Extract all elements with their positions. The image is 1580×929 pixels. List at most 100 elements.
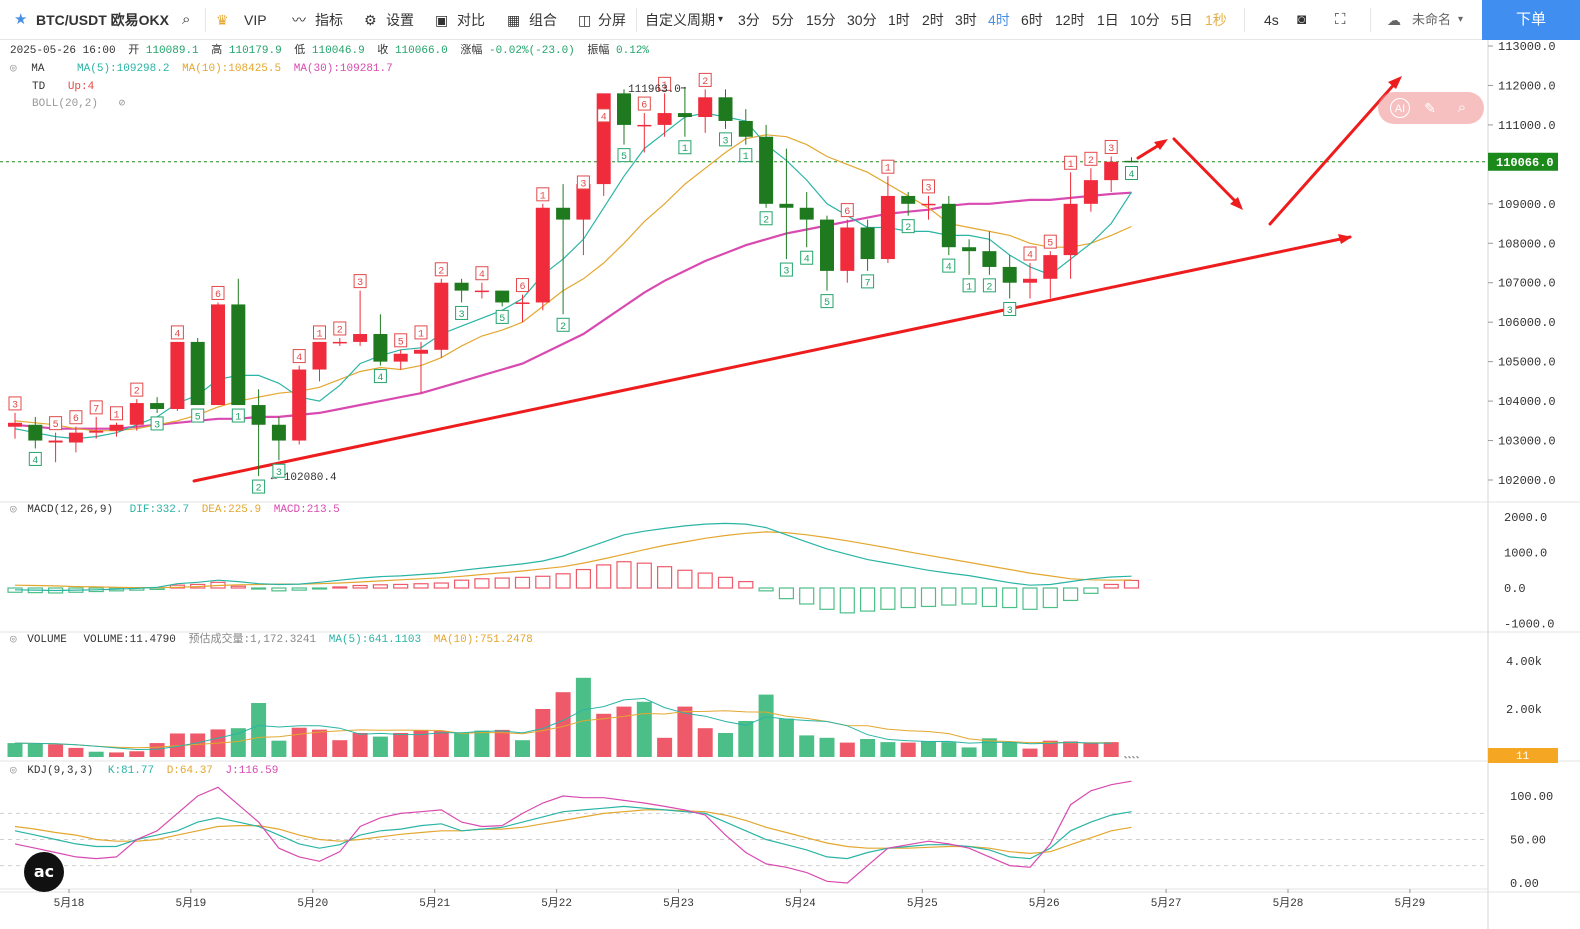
td-label-box [495,309,509,324]
period-2h[interactable]: 2时 [922,12,944,28]
toolbar-divider [1244,8,1245,32]
td-label-box [252,479,266,494]
period-3h[interactable]: 3时 [955,12,977,28]
period-5d[interactable]: 5日 [1171,12,1193,28]
indicators-button[interactable]: 指标 [315,12,343,28]
period-12h[interactable]: 12时 [1055,12,1085,28]
period-15m[interactable]: 15分 [806,12,836,28]
volume-bar [778,718,794,757]
period-1s[interactable]: 1秒 [1205,12,1227,28]
boll-legend: BOLL(20,2) ⊘ [32,97,125,111]
macd-histogram-bar [149,587,165,591]
macd-histogram-bar [372,584,388,589]
volume-ma10: MA(10):751.2478 [433,634,533,646]
symbol-name[interactable]: BTC/USDT 欧易OKX [36,12,169,28]
price-tick-label: 113000.0 [1498,40,1556,54]
td-label: 3 [154,420,160,431]
volume-bar [738,721,754,757]
support-trendline [192,235,1352,483]
td-label-box [1023,246,1037,261]
eye-icon[interactable]: ◎ [10,63,17,75]
td-label-box [658,76,672,91]
period-5m[interactable]: 5分 [772,12,794,28]
td-label-box [516,278,529,293]
period-4h[interactable]: 4时 [988,12,1010,28]
macd-histogram-bar [1042,587,1058,609]
magic-wand-icon[interactable]: ✎ [1424,100,1436,116]
combo-button[interactable]: 组合 [529,12,557,28]
candle-body [1083,180,1098,204]
td-label: 6 [844,207,850,218]
volume-bar [697,728,713,757]
settings-button[interactable]: 设置 [386,12,414,28]
eye-icon[interactable]: ◎ [10,765,17,777]
period-30m[interactable]: 30分 [847,12,877,28]
price-tick-label: 103000.0 [1498,435,1556,449]
td-label: 6 [73,414,79,425]
layout-name[interactable]: 未命名 [1412,12,1452,27]
split-screen-button[interactable]: 分屏 [598,12,626,28]
volume-bar [1022,748,1038,757]
candle-body [1043,255,1058,279]
candle-body [576,184,591,220]
macd-histogram-bar [677,569,693,589]
period-1d[interactable]: 1日 [1097,12,1119,28]
eye-icon[interactable]: ◎ [10,504,17,516]
vip-button[interactable]: VIP [244,12,267,28]
candle-body [414,349,428,354]
volume-legend: ◎ VOLUME VOLUME:11.4790 预估成交量:1,172.3241… [10,633,533,647]
compare-button[interactable]: 对比 [457,12,485,28]
fullscreen-icon[interactable]: ⛶ [1335,11,1346,28]
td-label-box [475,266,489,281]
candle-body [617,93,631,125]
candle-body [211,304,225,406]
td-label-box [678,140,692,155]
dea-line [14,531,1132,589]
price-tick-label: 111000.0 [1498,119,1556,133]
candle-body [515,302,530,304]
macd-histogram-bar [859,587,876,612]
td-label-box [1064,155,1078,170]
td-label-box [455,305,469,320]
macd-histogram-bar [697,572,713,589]
td-label-box [434,262,448,277]
td-label-box [1043,234,1057,249]
td-label: 2 [560,322,566,333]
td-label-box [536,187,550,202]
camera-icon[interactable]: ◙ [1297,11,1307,28]
macd-histogram-bar [271,587,287,592]
candle-body [474,290,489,293]
period-6h[interactable]: 6时 [1021,12,1043,28]
td-label-box [942,258,956,273]
search-icon[interactable]: ⌕ [182,11,191,28]
star-icon[interactable]: ★ [14,11,28,28]
volume-tick-label: 2.00k [1506,703,1542,717]
period-3m[interactable]: 3分 [738,12,760,28]
eye-hidden-icon[interactable]: ⊘ [118,98,126,110]
td-label: 4 [946,263,952,274]
custom-period-dropdown[interactable]: 自定义周期 [645,12,715,28]
refresh-interval[interactable]: 4s [1264,12,1279,28]
td-label-box [637,96,651,111]
trend-lines [192,76,1402,483]
td-label: 3 [276,468,282,479]
eye-icon[interactable]: ◎ [10,634,17,646]
date-tick-label: 5月19 [175,897,206,910]
candle-body [860,227,875,260]
order-button[interactable]: 下单 [1482,0,1580,40]
period-10m[interactable]: 10分 [1130,12,1160,28]
search-icon[interactable]: ⌕ [1457,99,1467,116]
kdj-tick-label: 0.00 [1510,877,1539,891]
td-label-box [292,349,306,364]
ai-assistant-icon[interactable]: AI [1390,98,1410,118]
volume-bar [758,694,774,757]
td-label-box [962,278,976,293]
macd-histogram-bar [1083,587,1099,594]
d-value: D:64.37 [166,765,213,777]
open-value: 110089.1 [145,45,199,57]
arrow-head [1338,234,1352,244]
period-1h[interactable]: 1时 [888,12,910,28]
td-label: 1 [316,329,322,340]
volume-bar [657,737,673,757]
